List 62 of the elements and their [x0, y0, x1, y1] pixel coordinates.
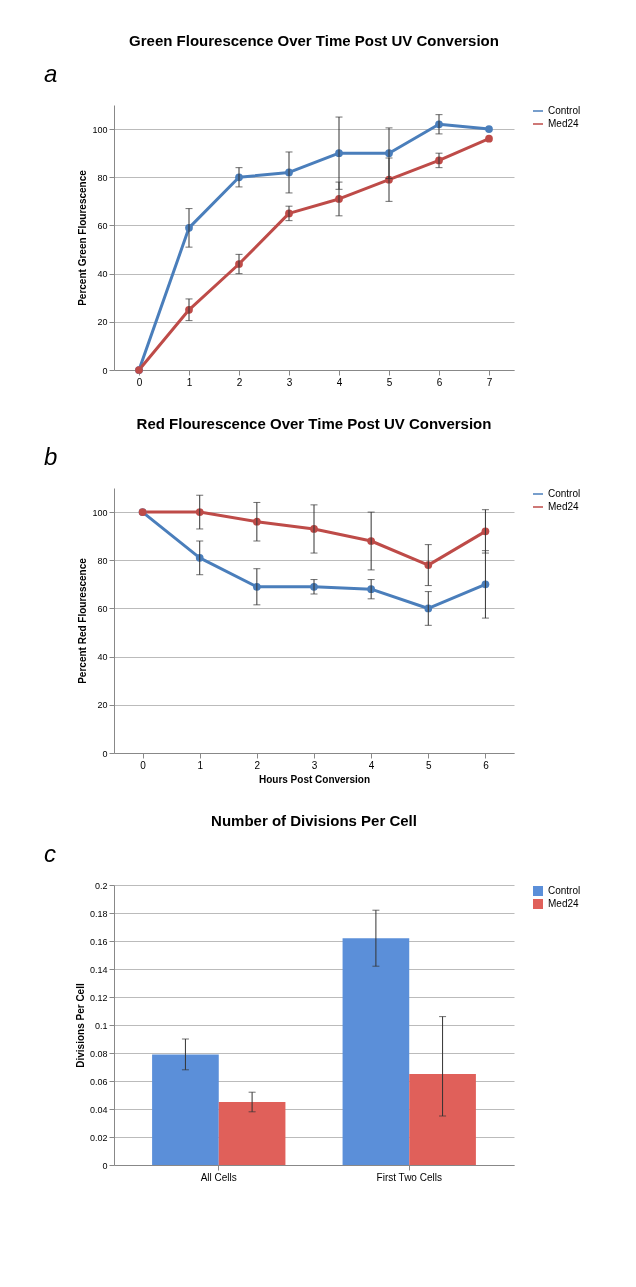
y-tick-label: 60: [97, 220, 108, 231]
y-tick-label: 100: [92, 507, 108, 518]
legend-label: Med24: [548, 501, 580, 512]
x-tick-label: 0: [140, 759, 147, 771]
x-tick-label: All Cells: [200, 1171, 237, 1183]
x-tick-label: 4: [336, 376, 343, 388]
y-tick-label: 0.14: [89, 964, 108, 975]
y-tick-label: 0.02: [89, 1132, 108, 1143]
y-tick-label: 40: [97, 652, 108, 663]
x-tick-label: 7: [486, 376, 493, 388]
y-tick-label: 80: [97, 172, 108, 183]
x-tick-label: 4: [368, 759, 375, 771]
y-tick-label: 0.2: [94, 880, 108, 891]
point: [485, 125, 493, 133]
y-tick-label: 100: [92, 124, 108, 135]
text: a: [44, 60, 58, 87]
y-tick-label: 20: [97, 700, 108, 711]
x-tick-label: 0: [136, 376, 143, 388]
y-tick-label: 0.18: [89, 908, 108, 919]
y-tick-label: 0: [102, 748, 108, 759]
y-tick-label: 80: [97, 555, 108, 566]
x-tick-label: First Two Cells: [376, 1171, 442, 1183]
chart-title: Red Flourescence Over Time Post UV Conversion: [136, 415, 492, 432]
legend-label: Med24: [548, 898, 580, 909]
legend-label: Control: [548, 488, 581, 499]
y-tick-label: 0.12: [89, 992, 108, 1003]
y-tick-label: 0.16: [89, 936, 108, 947]
y-tick-label: 0.04: [89, 1104, 108, 1115]
x-tick-label: 1: [197, 759, 204, 771]
text: c: [44, 840, 56, 867]
y-tick-label: 60: [97, 603, 108, 614]
y-tick-label: 0: [102, 1160, 108, 1171]
x-axis-title: Hours Post Conversion: [258, 773, 371, 785]
x-tick-label: 2: [236, 376, 243, 388]
chart-title: Green Flourescence Over Time Post UV Conversion: [129, 32, 499, 49]
text: b: [44, 443, 58, 470]
legend-label: Control: [548, 885, 581, 896]
y-axis-title: Percent Green Flourescence: [77, 169, 89, 306]
chart-title: Number of Divisions Per Cell: [211, 812, 417, 829]
bar: [152, 1054, 219, 1165]
legend-label: Med24: [548, 118, 580, 129]
bar: [342, 938, 410, 1165]
x-tick-label: 3: [286, 376, 293, 388]
y-axis-title: Divisions Per Cell: [74, 983, 86, 1068]
x-tick-label: 6: [483, 759, 490, 771]
x-tick-label: 6: [436, 376, 443, 388]
x-tick-label: 1: [186, 376, 193, 388]
y-tick-label: 0.1: [94, 1020, 108, 1031]
x-tick-label: 5: [386, 376, 393, 388]
y-tick-label: 0.06: [89, 1076, 108, 1087]
y-tick-label: 40: [97, 269, 108, 280]
bar: [409, 1074, 476, 1165]
bar: [218, 1102, 286, 1165]
y-axis-title: Percent Red Flourescence: [77, 557, 89, 684]
y-tick-label: 0: [102, 365, 108, 376]
legend-label: Control: [548, 105, 581, 116]
x-tick-label: 3: [311, 759, 318, 771]
x-tick-label: 5: [426, 759, 432, 771]
point: [485, 134, 493, 143]
y-tick-label: 0.08: [89, 1048, 108, 1059]
x-tick-label: 2: [254, 759, 261, 771]
y-tick-label: 20: [97, 317, 108, 328]
